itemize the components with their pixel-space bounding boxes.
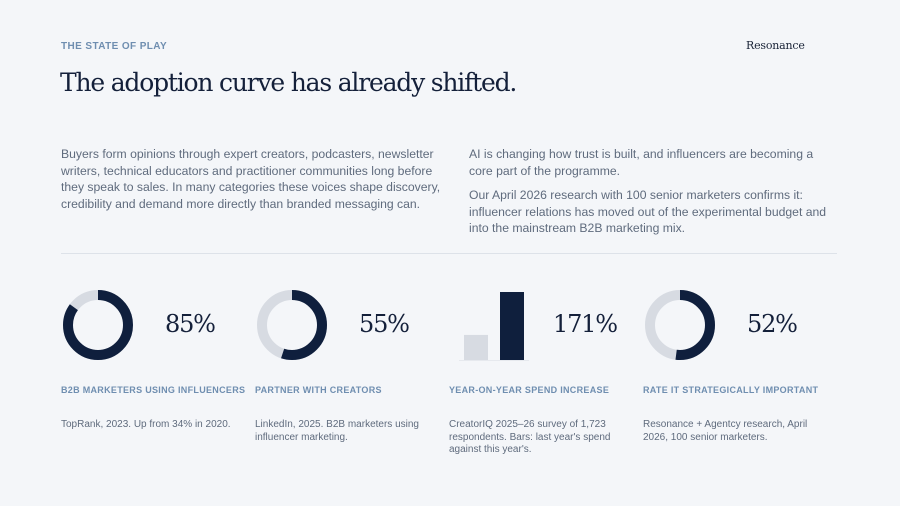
stat-note: LinkedIn, 2025. B2B marketers using infl… bbox=[255, 419, 419, 443]
donut-chart-4 bbox=[645, 290, 715, 360]
donut-fill bbox=[63, 290, 133, 360]
intro-right-text-2: Our April 2026 research with 100 senior … bbox=[469, 188, 827, 236]
intro-left: Buyers form opinions through expert crea… bbox=[61, 146, 441, 212]
stat-value: 52% bbox=[747, 310, 798, 338]
stat-card-1: 85% B2B MARKETERS USING INFLUENCERS TopR… bbox=[61, 288, 251, 468]
donut-fill bbox=[645, 290, 715, 360]
divider bbox=[61, 253, 837, 254]
stat-note: TopRank, 2023. Up from 34% in 2020. bbox=[61, 419, 231, 430]
page-title: The adoption curve has already shifted. bbox=[60, 68, 517, 97]
stat-card-2: 55% PARTNER WITH CREATORS LinkedIn, 2025… bbox=[255, 288, 445, 468]
donut-fill bbox=[257, 290, 327, 360]
stat-note: CreatorIQ 2025–26 survey of 1,723 respon… bbox=[449, 419, 611, 455]
bar-last-year bbox=[464, 334, 488, 360]
donut-chart-1 bbox=[63, 290, 133, 360]
bar-this-year bbox=[500, 292, 524, 360]
stat-label: RATE IT STRATEGICALLY IMPORTANT bbox=[643, 385, 819, 395]
stat-label: B2B MARKETERS USING INFLUENCERS bbox=[61, 385, 246, 395]
stat-card-3: 171% YEAR-ON-YEAR SPEND INCREASE Creator… bbox=[449, 288, 639, 468]
intro-left-text: Buyers form opinions through expert crea… bbox=[61, 147, 441, 211]
stat-card-4: 52% RATE IT STRATEGICALLY IMPORTANT Reso… bbox=[643, 288, 833, 468]
bar-comparison-chart bbox=[459, 292, 529, 361]
stat-value: 85% bbox=[165, 310, 216, 338]
stat-label: YEAR-ON-YEAR SPEND INCREASE bbox=[449, 385, 610, 395]
intro-right: AI is changing how trust is built, and i… bbox=[469, 146, 839, 237]
stat-value: 55% bbox=[359, 310, 410, 338]
stat-label: PARTNER WITH CREATORS bbox=[255, 385, 382, 395]
intro-right-text-1: AI is changing how trust is built, and i… bbox=[469, 147, 814, 178]
stat-value: 171% bbox=[553, 310, 618, 338]
stat-note: Resonance + Agentcy research, April 2026… bbox=[643, 419, 808, 443]
brand-logo: Resonance bbox=[746, 39, 805, 52]
donut-chart-2 bbox=[257, 290, 327, 360]
eyebrow: THE STATE OF PLAY bbox=[61, 41, 168, 52]
